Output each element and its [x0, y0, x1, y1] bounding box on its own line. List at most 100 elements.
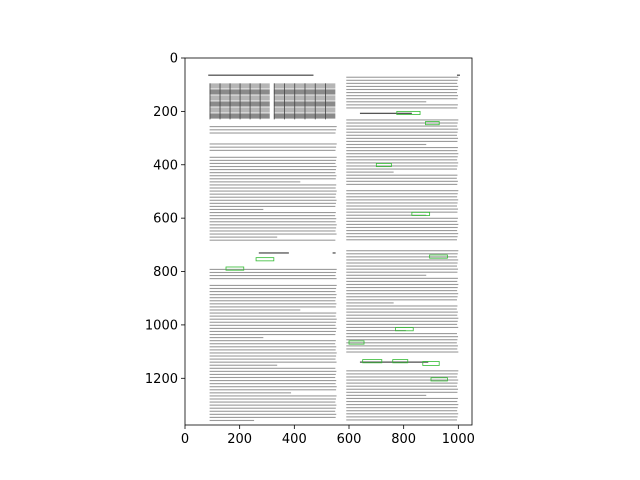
text-line: [209, 274, 336, 277]
text-line: [209, 395, 337, 397]
document-image: [208, 74, 460, 422]
text-line: [346, 370, 459, 372]
text-line: [346, 379, 459, 381]
text-line: [209, 233, 337, 235]
text-line: [346, 410, 458, 412]
text-line: [209, 330, 336, 333]
equation: [258, 252, 289, 254]
text-line: [346, 333, 457, 335]
text-line: [346, 128, 459, 130]
text-line: [209, 239, 336, 241]
text-line: [346, 180, 458, 182]
equation-number: [332, 252, 336, 254]
text-line: [346, 339, 458, 341]
text-line: [346, 305, 458, 307]
text-line: [346, 342, 457, 344]
text-line: [346, 385, 457, 387]
text-line: [209, 303, 337, 305]
text-line: [346, 162, 459, 164]
text-line: [346, 122, 458, 124]
text-line: [346, 205, 457, 207]
text-line: [346, 407, 458, 409]
highlight-box: [348, 340, 365, 345]
text-line: [209, 404, 337, 406]
text-line: [209, 392, 292, 394]
text-line: [346, 79, 458, 81]
text-line: [346, 290, 458, 292]
text-line: [346, 376, 458, 378]
thumbnail-divider: [325, 83, 326, 120]
text-line: [346, 265, 457, 267]
thumbnail-divider: [259, 83, 261, 120]
text-line: [209, 407, 336, 409]
text-line: [346, 147, 458, 149]
y-axis: 0 200 400 600 800 1000 1200: [145, 52, 185, 387]
thumbnail-divider: [273, 83, 275, 120]
thumbnail-divider: [294, 83, 296, 120]
text-line: [209, 287, 337, 290]
y-tick-label: 1000: [145, 318, 178, 333]
text-line: [209, 212, 336, 214]
text-line: [209, 416, 336, 418]
header-line: [208, 74, 314, 76]
text-line: [346, 404, 459, 406]
text-line: [209, 340, 336, 342]
text-line: [346, 373, 458, 375]
text-line: [346, 183, 458, 185]
highlight-box: [425, 121, 440, 126]
text-line: [209, 187, 336, 189]
text-line: [346, 140, 458, 142]
highlight-box: [395, 327, 414, 332]
text-line: [346, 293, 459, 295]
y-tick-label: 1200: [145, 372, 178, 387]
text-line: [346, 416, 458, 418]
text-line: [346, 311, 458, 313]
text-line: [209, 324, 336, 326]
text-line: [346, 134, 457, 136]
x-tick-label: 400: [282, 432, 307, 447]
text-line: [209, 352, 337, 354]
text-line: [346, 271, 458, 273]
text-line: [346, 345, 458, 347]
thumbnail-divider: [249, 83, 251, 120]
text-line: [346, 143, 427, 146]
text-line: [209, 419, 255, 422]
text-line: [346, 299, 457, 301]
text-line: [209, 370, 337, 372]
text-line: [346, 419, 457, 421]
text-line: [209, 165, 337, 168]
text-line: [209, 401, 336, 403]
text-line: [209, 306, 336, 308]
text-line: [209, 184, 337, 186]
text-line: [346, 174, 458, 176]
text-line: [209, 410, 336, 412]
text-line: [209, 159, 337, 161]
text-line: [346, 250, 459, 252]
text-line: [346, 211, 458, 213]
text-line: [346, 223, 459, 225]
text-line: [346, 308, 457, 310]
thumbnail-divider: [304, 83, 306, 120]
text-line: [209, 271, 337, 274]
x-tick-label: 200: [227, 432, 252, 447]
text-line: [209, 373, 336, 375]
text-line: [209, 309, 301, 311]
text-line: [209, 383, 336, 385]
text-line: [209, 300, 336, 302]
equation: [359, 361, 429, 363]
page-number: [456, 74, 460, 76]
text-line: [346, 220, 458, 222]
text-line: [346, 259, 459, 261]
text-line: [209, 349, 336, 351]
thumbnail-divider: [239, 83, 241, 120]
text-line: [209, 169, 336, 171]
text-line: [346, 217, 458, 219]
x-tick-label: 800: [391, 432, 416, 447]
text-line: [346, 98, 458, 100]
text-line: [346, 214, 427, 216]
text-line: [346, 125, 458, 127]
image-background: [185, 58, 472, 425]
text-line: [346, 92, 457, 94]
text-line: [209, 236, 278, 238]
